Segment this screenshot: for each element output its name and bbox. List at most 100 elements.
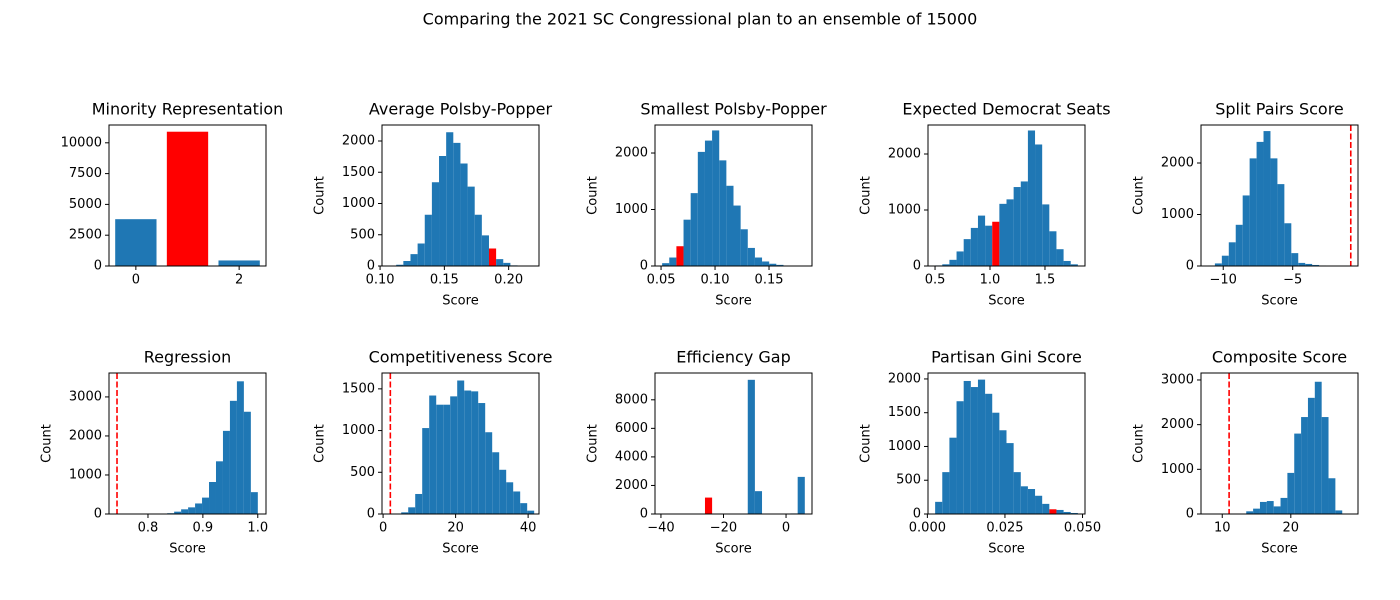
histogram-bar (999, 203, 1007, 266)
axes-frame (108, 124, 267, 267)
histogram-bar (956, 251, 964, 266)
x-axis-label: Score (715, 294, 751, 309)
subplot-title: Efficiency Gap (676, 348, 791, 367)
histogram-bar (443, 404, 451, 514)
y-tick-label: 1000 (888, 203, 921, 218)
histogram-bar (1027, 489, 1036, 514)
histogram-bar (1042, 204, 1050, 266)
histogram-bar (429, 395, 437, 514)
subplot-title: Composite Score (1212, 348, 1347, 367)
histogram-bar (1013, 472, 1021, 514)
histogram-bar (1321, 417, 1329, 514)
bar (115, 219, 157, 266)
histogram-bar (195, 503, 203, 514)
y-tick-label: 5000 (69, 197, 102, 212)
y-tick-label: 1500 (342, 381, 375, 396)
histogram-bar (726, 185, 734, 266)
y-tick-label: 10000 (61, 135, 102, 150)
histogram-bar (683, 219, 691, 266)
histogram-bar (704, 140, 713, 266)
y-axis-label: Count (859, 424, 874, 463)
histogram-bar (467, 186, 475, 266)
histogram-bar (1056, 509, 1064, 514)
histogram-bar (422, 428, 430, 514)
histogram-bar (956, 401, 964, 514)
histogram-bar (776, 264, 784, 266)
histogram-bar (215, 461, 223, 514)
histogram-bar (949, 259, 957, 266)
histogram-bar (662, 263, 670, 266)
histogram-bar (415, 493, 423, 514)
histogram-bar (1314, 381, 1322, 514)
histogram-bar (1263, 131, 1271, 266)
histogram-bar (1328, 478, 1336, 514)
histogram-bar (450, 396, 458, 514)
y-tick-label: 1000 (69, 467, 102, 482)
histogram-bar (181, 509, 189, 514)
histogram-bar (963, 239, 971, 266)
histogram-bar (1006, 199, 1014, 266)
x-axis-label: Score (988, 294, 1024, 309)
histogram-bar (1035, 144, 1043, 266)
y-tick-label: 3000 (69, 389, 102, 404)
subplot-title: Split Pairs Score (1215, 100, 1344, 119)
x-tick-label: −5 (1283, 273, 1302, 288)
x-tick-label: 20 (447, 521, 464, 536)
axes-frame (654, 372, 813, 515)
histogram-bar (250, 492, 258, 514)
subplot-title: Competitiveness Score (369, 348, 553, 367)
x-axis-label: Score (988, 542, 1024, 557)
y-tick-label: 1500 (342, 165, 375, 180)
bar (218, 260, 260, 266)
axes-frame (1200, 372, 1359, 515)
histogram-bar (1070, 512, 1078, 514)
histogram-bar (992, 221, 1000, 266)
histogram-bar (478, 403, 486, 514)
histogram-bar (1284, 223, 1292, 266)
histogram-bar (1277, 184, 1285, 266)
y-tick-label: 0 (913, 507, 921, 522)
histogram-bar (496, 259, 504, 266)
histogram-bar (669, 257, 677, 266)
histogram-bar (992, 412, 1000, 514)
histogram-bar (436, 404, 444, 514)
y-tick-label: 1000 (342, 196, 375, 211)
histogram-bar (985, 225, 993, 266)
histogram-bar (977, 215, 986, 266)
y-tick-label: 1000 (342, 423, 375, 438)
histogram-bar (1335, 510, 1343, 514)
x-tick-label: 0 (782, 521, 790, 536)
histogram-bar (417, 243, 425, 266)
histogram-bar (1235, 224, 1243, 266)
histogram-bar (243, 411, 251, 514)
histogram-bar (464, 390, 472, 514)
histogram-bar (719, 160, 727, 266)
histogram-bar (754, 257, 763, 266)
histogram-bar (401, 512, 409, 514)
y-tick-label: 2000 (1161, 156, 1194, 171)
histogram-bar (209, 481, 216, 514)
histogram-bar (942, 264, 950, 266)
y-tick-label: 8000 (615, 392, 648, 407)
histogram-bar (769, 263, 777, 266)
y-tick-label: 6000 (615, 421, 648, 436)
histogram-bar (1020, 486, 1028, 514)
histogram-bar (439, 156, 447, 266)
y-axis-label: Count (1132, 176, 1147, 215)
histogram-bar (733, 205, 741, 266)
x-axis-label: Score (442, 294, 478, 309)
histogram-bar (985, 393, 993, 514)
x-tick-label: 0.15 (430, 273, 459, 288)
histogram-bar (1020, 181, 1028, 266)
y-tick-label: 2000 (888, 371, 921, 386)
histogram-bar (712, 130, 720, 266)
histogram-bar (676, 246, 684, 266)
histogram-bar (506, 482, 514, 514)
histogram-bar (492, 452, 500, 514)
histogram-bar (1063, 260, 1071, 266)
histogram-bar (1249, 158, 1257, 266)
y-tick-label: 2000 (615, 478, 648, 493)
histogram-bar (527, 510, 535, 514)
x-tick-label: −20 (710, 521, 737, 536)
y-tick-label: 500 (350, 227, 375, 242)
